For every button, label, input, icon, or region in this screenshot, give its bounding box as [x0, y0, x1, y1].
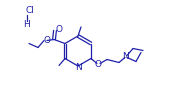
Text: N: N: [75, 63, 81, 72]
Text: O: O: [43, 36, 50, 45]
Text: H: H: [24, 19, 30, 29]
Text: N: N: [123, 52, 129, 61]
Text: O: O: [55, 25, 62, 33]
Text: Cl: Cl: [26, 5, 34, 15]
Text: O: O: [94, 60, 101, 69]
